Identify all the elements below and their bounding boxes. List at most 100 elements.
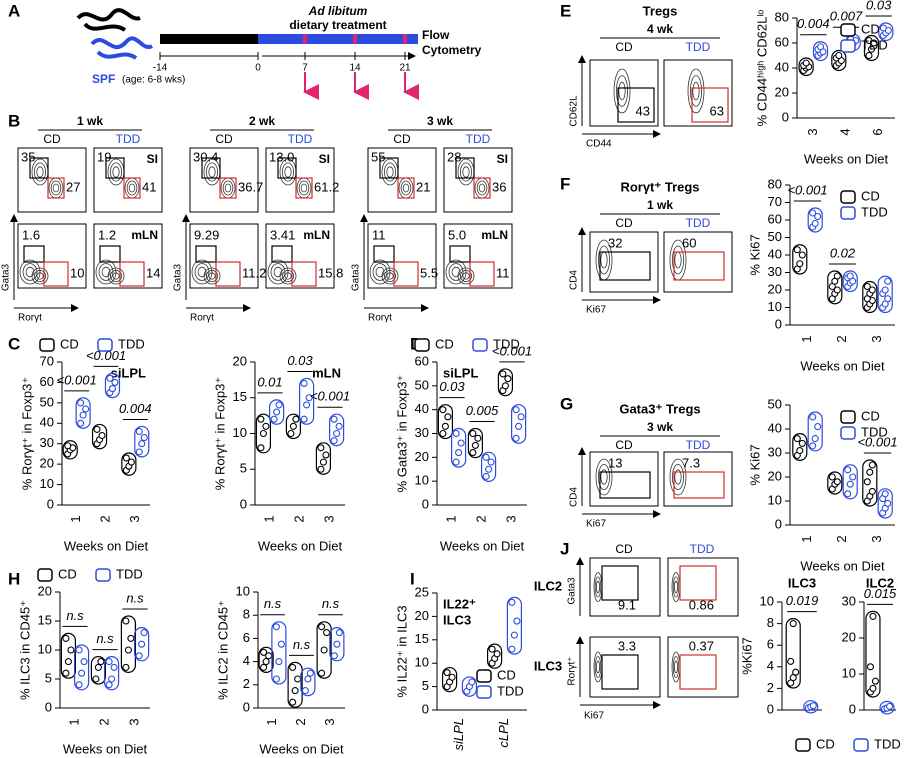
contour	[459, 162, 472, 182]
data-point	[787, 657, 795, 665]
flow-subtitle: 1 wk	[647, 198, 673, 212]
data-point	[322, 451, 330, 459]
violin	[827, 270, 843, 305]
data-point	[798, 439, 806, 447]
data-point	[809, 702, 817, 710]
panel-label: A	[8, 1, 20, 20]
gate	[679, 654, 717, 690]
data-point	[335, 422, 343, 430]
data-point	[846, 272, 854, 280]
data-point	[317, 465, 325, 473]
data-point	[482, 472, 490, 480]
y-tick-label: 5	[240, 461, 247, 476]
violin	[879, 700, 895, 715]
data-point	[272, 623, 280, 631]
data-point	[110, 663, 118, 671]
y-tick-label: 4	[767, 658, 774, 673]
flow-y-label: CD4	[569, 270, 580, 290]
data-point	[469, 429, 477, 438]
x-axis-label: Weeks on Diet	[64, 538, 149, 553]
data-point	[485, 465, 493, 473]
data-point	[98, 431, 106, 440]
data-point	[317, 444, 325, 452]
contour	[692, 81, 700, 101]
data-point	[330, 415, 338, 423]
y-tick-label: 0	[767, 701, 774, 716]
violin	[442, 666, 458, 693]
gate-value: 32	[608, 235, 622, 250]
data-point	[259, 429, 267, 438]
contour	[600, 469, 608, 485]
contour	[36, 272, 44, 280]
y-tick-label: 40	[768, 246, 782, 261]
flow-title: Gata3⁺ Tregs	[619, 401, 700, 416]
mouse-icon	[90, 36, 154, 60]
data-point	[835, 51, 843, 60]
gate	[123, 177, 141, 199]
data-point	[270, 415, 278, 423]
contour	[594, 656, 602, 678]
data-point	[333, 640, 341, 648]
y-tick-label: 10	[842, 665, 856, 680]
violin	[511, 404, 527, 444]
data-point	[866, 663, 875, 671]
data-point	[105, 658, 113, 666]
legend-label: CD	[60, 336, 79, 351]
gate	[599, 251, 651, 281]
data-point	[444, 413, 452, 421]
data-point	[793, 435, 801, 443]
violin	[315, 442, 331, 475]
data-point	[828, 473, 836, 481]
data-point	[469, 449, 477, 457]
violin	[316, 621, 332, 679]
contour	[459, 269, 472, 282]
data-point	[866, 468, 874, 476]
contour	[224, 183, 232, 193]
gate-value: 60	[682, 235, 696, 250]
contour	[284, 166, 292, 178]
x-tick-label: 2	[473, 515, 488, 522]
gate-value: 13	[608, 455, 622, 470]
panel-label: G	[560, 394, 573, 413]
data-point	[504, 375, 512, 383]
violin	[497, 368, 513, 397]
y-tick-label: 50	[40, 394, 54, 409]
data-point	[292, 415, 300, 423]
gate	[277, 157, 297, 179]
p-value: 0.004	[797, 16, 830, 31]
data-point	[135, 448, 143, 456]
contour	[126, 180, 138, 196]
data-point	[863, 478, 871, 486]
y-tick-label: 15	[415, 631, 429, 646]
data-point	[884, 295, 892, 303]
data-point	[93, 425, 101, 433]
gate-value: 36	[492, 179, 506, 194]
panel-label: F	[560, 174, 570, 193]
violin	[134, 626, 150, 662]
legend-label: CD	[816, 736, 835, 751]
flow-y-label: Gata3	[567, 577, 578, 605]
data-point	[789, 620, 797, 628]
data-point	[140, 434, 148, 442]
data-point	[106, 374, 114, 382]
violin	[481, 451, 497, 483]
data-point	[493, 650, 501, 658]
legend-label: TDD	[116, 566, 143, 581]
gate-value: 30.4	[193, 149, 218, 164]
y-tick-label: 6	[243, 630, 250, 645]
data-point	[77, 399, 85, 407]
data-point	[124, 646, 132, 654]
data-point	[833, 286, 841, 294]
contour	[191, 259, 213, 285]
gate-value: 11.2	[242, 265, 266, 280]
y-tick-label: 6	[767, 637, 774, 652]
flow-y-label: Gata3	[1, 263, 12, 291]
data-point	[92, 675, 100, 683]
flow-plot	[663, 231, 733, 293]
data-point	[75, 646, 83, 654]
legend-swatch	[39, 338, 55, 352]
gate-value: 55	[371, 149, 385, 164]
violin	[103, 655, 120, 691]
data-point	[289, 698, 297, 706]
data-point	[319, 458, 327, 466]
